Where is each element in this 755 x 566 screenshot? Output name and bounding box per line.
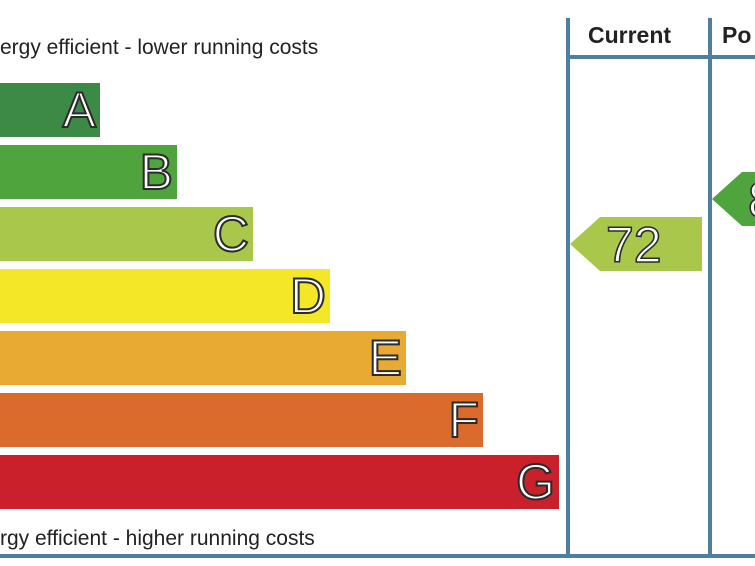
band-letter-a: A xyxy=(62,82,97,138)
current-rating-arrow-shape xyxy=(570,217,702,271)
band-letter-b: B xyxy=(139,144,174,200)
potential-rating-arrow-value: 8 xyxy=(748,172,755,228)
bottom-rule xyxy=(0,554,755,558)
caption-top: ergy efficient - lower running costs xyxy=(0,36,319,59)
band-letter-f: F xyxy=(447,392,480,448)
band-a: A xyxy=(0,82,100,138)
current-column-right-rule xyxy=(708,18,712,558)
potential-column-header: Po xyxy=(722,22,752,48)
current-rating-arrow-value: 72 xyxy=(606,217,662,273)
band-g: G xyxy=(0,454,559,510)
band-letter-g: G xyxy=(515,454,556,510)
current-column-header: Current xyxy=(588,22,672,48)
current-column-left-rule xyxy=(566,18,570,558)
potential-rating-arrow-shape xyxy=(712,172,755,226)
current-rating-arrow: 72 xyxy=(570,216,702,274)
band-letter-e: E xyxy=(368,330,403,386)
caption-bottom: rgy efficient - higher running costs xyxy=(0,527,315,550)
band-c: C xyxy=(0,206,253,262)
band-e: E xyxy=(0,330,406,386)
band-d: D xyxy=(0,268,330,324)
band-f: F xyxy=(0,392,483,448)
potential-rating-arrow: 8 xyxy=(712,171,755,229)
band-b: B xyxy=(0,144,177,200)
band-letter-c: C xyxy=(212,206,250,262)
band-letter-d: D xyxy=(289,268,327,324)
header-rule xyxy=(566,55,755,59)
